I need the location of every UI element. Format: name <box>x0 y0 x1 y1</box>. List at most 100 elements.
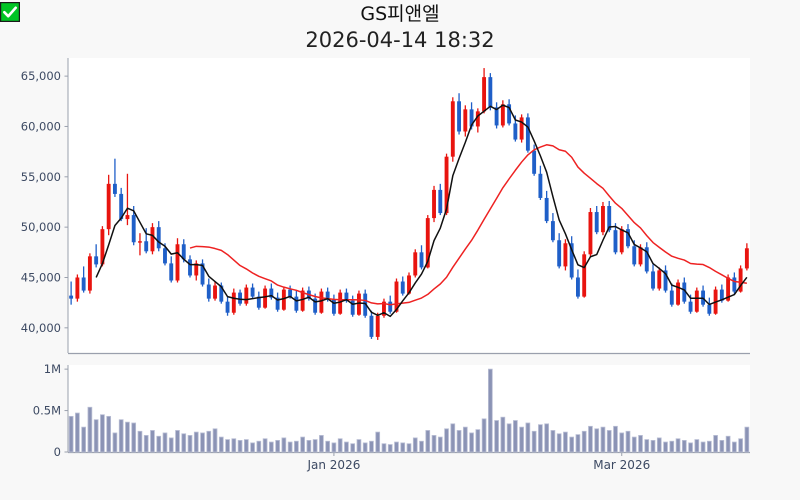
volume-bar <box>487 368 493 453</box>
candle-body <box>369 315 374 337</box>
volume-bar <box>725 435 731 453</box>
volume-bar <box>150 430 155 453</box>
volume-bar <box>381 443 387 453</box>
volume-bar <box>350 443 356 453</box>
candle-body <box>413 252 418 276</box>
candle-body <box>563 243 568 267</box>
candle-body <box>138 241 142 243</box>
volume-bar <box>525 422 531 453</box>
volume-bar <box>494 420 499 453</box>
volume-bar <box>356 439 362 453</box>
volume-bar <box>250 442 255 453</box>
price-y-tick-label: 60,000 <box>21 119 61 133</box>
volume-bar <box>462 426 468 453</box>
volume-bar <box>588 425 593 453</box>
candle-body <box>544 197 549 222</box>
candle-body <box>156 227 161 249</box>
volume-bar <box>362 442 368 453</box>
candle-body <box>619 229 624 253</box>
volume-bar <box>306 439 312 453</box>
volume-bar <box>212 428 218 453</box>
candle-body <box>75 277 80 299</box>
volume-bar <box>556 433 562 453</box>
candle-body <box>457 101 461 132</box>
candle-body <box>444 156 449 214</box>
volume-bar <box>337 438 343 453</box>
volume-bar <box>681 439 687 453</box>
chart-timestamp: 2026-04-14 18:32 <box>305 28 495 52</box>
volume-bar <box>650 439 656 453</box>
candle-body <box>382 301 386 316</box>
ma-long-line <box>189 144 747 306</box>
volume-bar <box>237 439 243 453</box>
candle-body <box>219 285 224 302</box>
volume-bar <box>569 436 575 453</box>
volume-bar <box>256 440 262 453</box>
candle-body <box>213 285 217 299</box>
candle-body <box>744 248 749 269</box>
volume-bar <box>613 425 618 453</box>
volume-y-tick-label: 1M <box>44 362 61 376</box>
candle-body <box>569 243 574 278</box>
candle-body <box>525 117 530 151</box>
candle-body <box>150 227 155 252</box>
candle-body <box>375 315 380 337</box>
candle-body <box>94 256 99 265</box>
volume-bar <box>500 416 506 453</box>
candle-body <box>632 246 637 265</box>
volume-bar <box>331 442 337 453</box>
volume-bar <box>375 431 381 453</box>
candle-body <box>582 254 587 297</box>
candle-body <box>238 292 243 304</box>
volume-bar <box>137 430 143 453</box>
volume-bar <box>531 430 537 453</box>
candle-body <box>144 241 149 252</box>
candle-body <box>651 271 655 289</box>
volume-bar <box>669 440 675 453</box>
volume-bar <box>275 439 280 453</box>
volume-bar <box>513 420 518 453</box>
candle-body <box>175 244 180 281</box>
volume-bar <box>87 406 93 453</box>
volume-bar <box>75 412 80 453</box>
candle-body <box>281 289 286 310</box>
volume-bar <box>638 435 643 453</box>
candle-body <box>538 173 543 198</box>
candle-body <box>163 248 167 264</box>
candle-body <box>313 298 318 313</box>
chart-title-row: GS피앤엘 <box>0 2 800 26</box>
candle-body <box>707 304 712 314</box>
volume-bar <box>719 439 725 453</box>
volume-y-tick-label: 0.5M <box>33 404 61 418</box>
candle-body <box>601 206 605 233</box>
volume-bar <box>506 423 512 453</box>
volume-bar <box>581 430 587 453</box>
volume-bar <box>412 437 418 453</box>
volume-bar <box>675 438 681 453</box>
volume-bar <box>300 436 305 453</box>
candle-body <box>250 287 255 297</box>
volume-bar <box>131 422 137 453</box>
check-square-icon <box>0 2 20 22</box>
candle-body <box>607 206 612 231</box>
candle-body <box>87 256 92 291</box>
price-y-tick-label: 50,000 <box>21 220 61 234</box>
candle-body <box>400 281 405 294</box>
volume-bar <box>706 440 712 453</box>
candle-body <box>482 77 487 112</box>
volume-bar <box>319 435 324 453</box>
candle-body <box>244 287 249 304</box>
candle-body <box>200 263 205 285</box>
candle-body <box>732 277 737 292</box>
volume-bar <box>231 438 237 453</box>
candle-body <box>319 291 324 313</box>
candle-body <box>594 212 599 233</box>
candle-body <box>432 189 436 219</box>
candle-body <box>469 109 474 127</box>
volume-bar <box>519 426 524 453</box>
volume-bar <box>206 430 212 453</box>
candle-body <box>300 290 305 311</box>
volume-bar <box>112 432 118 453</box>
candle-body <box>288 289 293 297</box>
